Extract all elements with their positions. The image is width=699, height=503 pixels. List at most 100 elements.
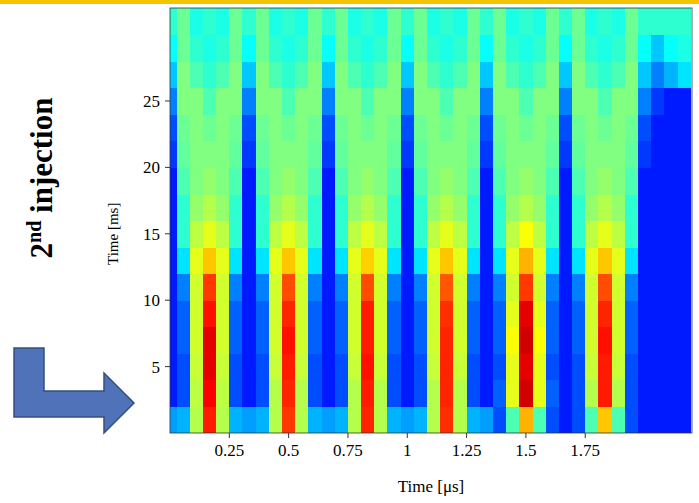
heatmap-cell (282, 141, 296, 168)
heatmap-cell (374, 300, 388, 327)
heatmap-cell (612, 114, 626, 141)
heatmap-cell (427, 194, 441, 221)
heatmap-cell (664, 406, 678, 433)
heatmap-cell (361, 88, 375, 115)
heatmap-cell (467, 8, 481, 35)
heatmap-cell (282, 300, 296, 327)
heatmap-cell (453, 221, 467, 248)
heatmap-cell (533, 114, 547, 141)
heatmap-cell (546, 353, 560, 380)
x-tick-label: 0.5 (278, 441, 299, 460)
heatmap-cell (519, 88, 533, 115)
heatmap-cell (559, 8, 573, 35)
heatmap-cell (440, 114, 454, 141)
heatmap-cell (256, 167, 270, 194)
heatmap-cell (546, 167, 560, 194)
heatmap-cell (335, 327, 349, 354)
heatmap-cell (519, 247, 533, 274)
heatmap-cell (546, 194, 560, 221)
heatmap-cell (308, 141, 322, 168)
x-tick (407, 433, 408, 438)
heatmap-cell (480, 35, 494, 62)
heatmap-cell (282, 35, 296, 62)
heatmap-cell (467, 353, 481, 380)
heatmap-cell (519, 114, 533, 141)
heatmap-cell (427, 247, 441, 274)
heatmap-cell (322, 61, 336, 88)
heatmap-cell (414, 247, 428, 274)
heatmap-cell (664, 353, 678, 380)
heatmap-cell (427, 61, 441, 88)
heatmap-cell (493, 274, 507, 301)
heatmap-cell (546, 327, 560, 354)
heatmap-cell (598, 327, 612, 354)
heatmap-cell (190, 35, 204, 62)
y-tick-label: 20 (143, 158, 160, 177)
heatmap-cell (572, 380, 586, 407)
heatmap-cell (664, 327, 678, 354)
heatmap-cell (612, 35, 626, 62)
heatmap-cell (322, 327, 336, 354)
heatmap-cell (651, 8, 665, 35)
heatmap-cell (414, 114, 428, 141)
heatmap-cell (585, 167, 599, 194)
heatmap-cell (414, 194, 428, 221)
heatmap-cell (559, 141, 573, 168)
heatmap-cell (229, 300, 243, 327)
heatmap-cell (177, 141, 191, 168)
heatmap-cell (533, 35, 547, 62)
heatmap-cell (335, 274, 349, 301)
heatmap-cell (308, 300, 322, 327)
heatmap-cell (651, 35, 665, 62)
heatmap-cell (229, 35, 243, 62)
heatmap-cell (308, 247, 322, 274)
heatmap-cell (256, 353, 270, 380)
heatmap-cell (533, 194, 547, 221)
heatmap-cell (598, 406, 612, 433)
heatmap-cell (664, 247, 678, 274)
heatmap-cell (612, 61, 626, 88)
heatmap-cell (401, 61, 415, 88)
heatmap-cell (678, 327, 692, 354)
heatmap-cell (361, 274, 375, 301)
heatmap-cell (374, 114, 388, 141)
heatmap-cell (625, 327, 639, 354)
heatmap-cell (559, 88, 573, 115)
heatmap-cell (414, 88, 428, 115)
heatmap-cell (387, 35, 401, 62)
heatmap-cell (256, 194, 270, 221)
heatmap-cell (625, 8, 639, 35)
heatmap-cell (361, 327, 375, 354)
heatmap-cell (322, 194, 336, 221)
heatmap-cell (559, 194, 573, 221)
heatmap-cell (638, 380, 652, 407)
x-tick (288, 433, 289, 438)
heatmap-cell (387, 406, 401, 433)
x-tick-label: 0.75 (333, 441, 363, 460)
heatmap-cell (546, 61, 560, 88)
heatmap-cell (453, 8, 467, 35)
x-tick (585, 433, 586, 438)
heatmap-cell (572, 114, 586, 141)
heatmap-cell (170, 353, 177, 380)
heatmap-cell (506, 353, 520, 380)
heatmap-cell (427, 88, 441, 115)
heatmap-cell (308, 194, 322, 221)
heatmap-cell (203, 8, 217, 35)
heatmap-cell (374, 353, 388, 380)
heatmap-cell (308, 8, 322, 35)
heatmap-cell (572, 327, 586, 354)
heatmap-cell (170, 167, 177, 194)
y-tick (165, 300, 170, 301)
heatmap-cell (572, 35, 586, 62)
heatmap-cell (282, 380, 296, 407)
heatmap-cell (177, 221, 191, 248)
heatmap-cell (335, 88, 349, 115)
heatmap-cell (216, 300, 230, 327)
heatmap-cell (361, 247, 375, 274)
heatmap-cell (585, 35, 599, 62)
heatmap-cell (190, 61, 204, 88)
heatmap-cell (598, 167, 612, 194)
heatmap-cell (282, 247, 296, 274)
heatmap-cell (651, 406, 665, 433)
